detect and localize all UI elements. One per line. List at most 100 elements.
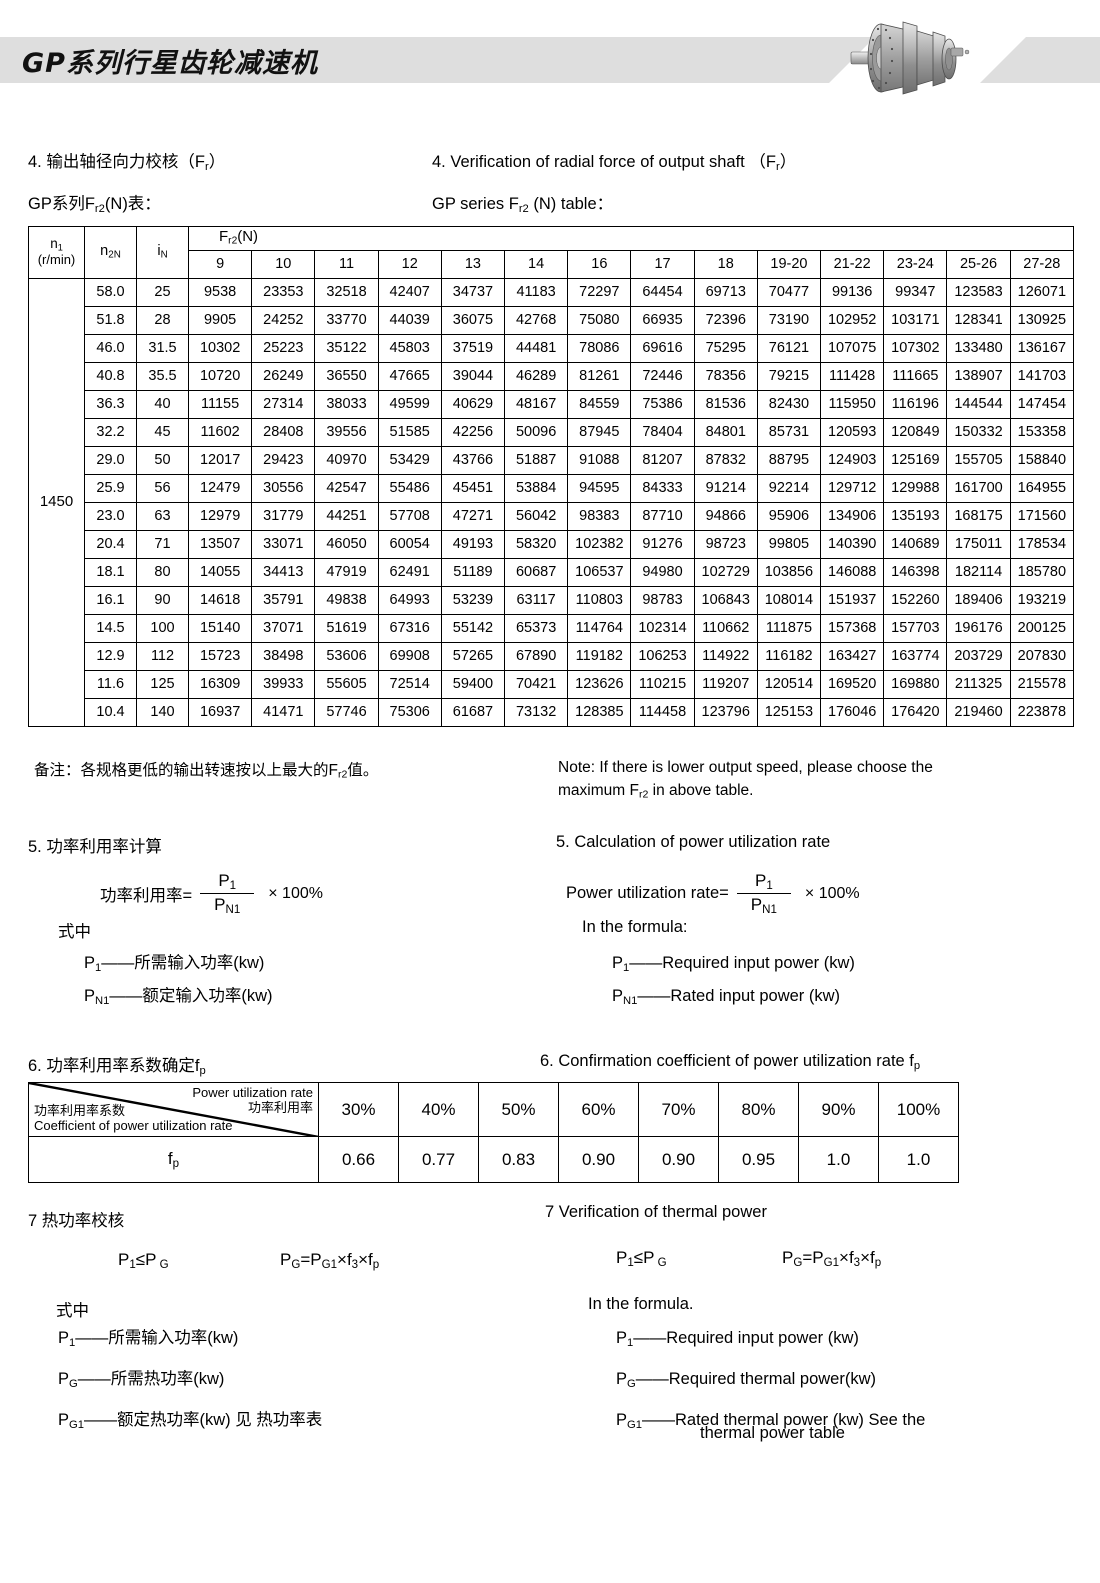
section4-cn-heading-tail: ）	[208, 153, 226, 171]
fr2-cell-value: 81207	[630, 446, 695, 476]
definition-dash: ——	[83, 1411, 117, 1430]
section7-cn-heading: 7 热功率校核	[28, 1212, 125, 1230]
fr2-cell-value: 106843	[693, 586, 758, 616]
fr2-cell-value: 84333	[630, 474, 695, 504]
section5-cn-informula: 式中	[58, 923, 91, 941]
fr2-cell-n2n: 29.0	[84, 446, 137, 476]
fr2-cell-value: 48167	[504, 390, 569, 420]
definition-dash: ——	[75, 1329, 109, 1347]
fp-percentage-header: 90%	[798, 1082, 879, 1137]
fp-row-label-sub: p	[172, 1157, 180, 1170]
fr2-cell-value: 123796	[693, 698, 758, 728]
fr2-table-en-label-tail: (N) table：	[528, 195, 614, 213]
fr2-cell-value: 107302	[883, 334, 948, 364]
fr2-cell-value: 168175	[946, 502, 1011, 532]
fr2-cell-in: 31.5	[136, 334, 189, 364]
fr2-cell-value: 103856	[756, 558, 822, 588]
fr2-cell-value: 40629	[440, 390, 506, 420]
fr2-cell-value: 63117	[504, 586, 569, 616]
fr2-cell-value: 211325	[946, 670, 1011, 700]
definition-dash: ——	[637, 987, 671, 1006]
fr2-cell-value: 53606	[314, 642, 379, 672]
fr2-cell-value: 75080	[567, 306, 632, 336]
fr2-cell-value: 30556	[251, 474, 316, 504]
fp-value-row: fp 0.66 0.77 0.83 0.90 0.90 0.95 1.0 1.0	[28, 1136, 959, 1183]
note-en-line2b: in above table.	[648, 782, 754, 800]
fr2-cell-value: 58320	[504, 530, 569, 560]
section7-en-def3-line2: thermal power table	[700, 1424, 845, 1442]
fr2-cell-value: 72514	[377, 670, 442, 700]
section4-en-heading-text: 4. Verification of radial force of outpu…	[432, 153, 776, 171]
fr2-cell-value: 64993	[377, 586, 442, 616]
fr2-cell-value: 157703	[883, 614, 948, 644]
fr2-cell-value: 11602	[187, 418, 253, 448]
fp-corner-bottom-labels: 功率利用率系数 Coefficient of power utilization…	[34, 1103, 232, 1134]
table-row: 25.9 56 12479 30556 42547 55486 45451 53884 9459…	[29, 474, 1075, 504]
fr2-col-n2n-sub: 2N	[108, 249, 121, 261]
fr2-cell-value: 146398	[883, 558, 948, 588]
fr2-cell-value: 120849	[883, 418, 948, 448]
definition-text: Rated thermal power (kw) See the	[674, 1411, 926, 1430]
section5-cn-denominator: PN1	[214, 895, 241, 917]
fr2-cell-value: 25223	[251, 334, 316, 364]
table-row: 14.5 100 15140 37071 51619 67316 55142 65373 114…	[29, 614, 1075, 644]
fr2-cell-n2n: 11.6	[84, 670, 137, 700]
section5-cn-formula: 功率利用率= P1 PN1 × 100%	[100, 871, 327, 916]
fr2-cell-value: 111665	[883, 362, 948, 392]
definition-item: P1——所需输入功率(kw)	[84, 955, 273, 974]
fr2-cell-value: 53884	[504, 474, 569, 504]
fr2-cell-in: 90	[136, 586, 189, 616]
fr2-cell-value: 215578	[1009, 670, 1075, 700]
definition-item: P1——Required input power (kw)	[616, 1330, 925, 1349]
table-row: 10.4 140 16937 41471 57746 75306 61687 73132 128…	[29, 698, 1075, 728]
definition-dash: ——	[633, 1329, 667, 1347]
fr2-cell-value: 46050	[314, 530, 379, 560]
section6-en-heading: 6. Confirmation coefficient of power uti…	[540, 1052, 920, 1072]
section5-en-numerator: P1	[754, 871, 773, 892]
fr2-n1-value: 1450	[28, 278, 85, 728]
fr2-cell-in: 140	[136, 698, 189, 728]
fr2-cell-value: 125153	[756, 698, 822, 728]
fr2-cell-value: 57265	[440, 642, 506, 672]
fr2-table-container: n1 (r/min) n2N iN Fr2(N) 9 10 11 12 13 14 16 17…	[28, 225, 1075, 728]
fr2-cell-value: 15140	[187, 614, 253, 644]
fr2-cell-n2n: 10.4	[84, 698, 137, 728]
fraction-bar	[200, 892, 255, 895]
definition-dash: ——	[77, 1370, 111, 1389]
section5-cn-formula-label: 功率利用率=	[100, 886, 193, 905]
fp-corner-cell: Power utilization rate 功率利用率 功率利用率系数 Coe…	[28, 1082, 319, 1137]
section5-cn-heading: 5. 功率利用率计算	[28, 838, 162, 856]
fp-percentage-header: 50%	[478, 1082, 559, 1137]
section5-en-denominator: PN1	[750, 895, 777, 917]
fr2-cell-value: 59400	[440, 670, 506, 700]
section5-en-definitions: P1——Required input power (kw) PN1——Rated …	[612, 955, 855, 1021]
fr2-cell-value: 135193	[883, 502, 948, 532]
fr2-col-in-sub: N	[160, 249, 168, 261]
note-cn-tail: 值。	[347, 762, 379, 779]
fr2-cell-in: 63	[136, 502, 189, 532]
fr2-table-en-label-text: GP series F	[432, 195, 519, 213]
fr2-cell-value: 125169	[883, 446, 948, 476]
fr2-cell-value: 57746	[314, 698, 379, 728]
fr2-cell-value: 207830	[1009, 642, 1075, 672]
fr2-size-header-5: 14	[504, 250, 569, 280]
fr2-col-n1: n1 (r/min)	[28, 225, 85, 280]
fr2-cell-value: 42547	[314, 474, 379, 504]
fr2-cell-value: 102314	[630, 614, 695, 644]
fr2-cell-value: 41183	[504, 278, 569, 308]
fr2-cell-value: 42256	[440, 418, 506, 448]
table-row: 12.9 112 15723 38498 53606 69908 57265 67890 119…	[29, 642, 1075, 672]
table-row: 16.1 90 14618 35791 49838 64993 53239 63117 1108…	[29, 586, 1075, 616]
fr2-size-header-3: 12	[377, 250, 442, 280]
fr2-cell-value: 49599	[377, 390, 442, 420]
fr2-cell-value: 153358	[1009, 418, 1075, 448]
fr2-cell-value: 16937	[187, 698, 253, 728]
fr2-cell-value: 55142	[440, 614, 506, 644]
fr2-cell-value: 72297	[567, 278, 632, 308]
fr2-cell-value: 129988	[883, 474, 948, 504]
fr2-cell-in: 100	[136, 614, 189, 644]
fr2-cell-n2n: 25.9	[84, 474, 137, 504]
fr2-cell-value: 120514	[756, 670, 822, 700]
fr2-table-cn-label-tail: (N)表：	[104, 195, 161, 213]
definition-dash: ——	[101, 954, 135, 972]
